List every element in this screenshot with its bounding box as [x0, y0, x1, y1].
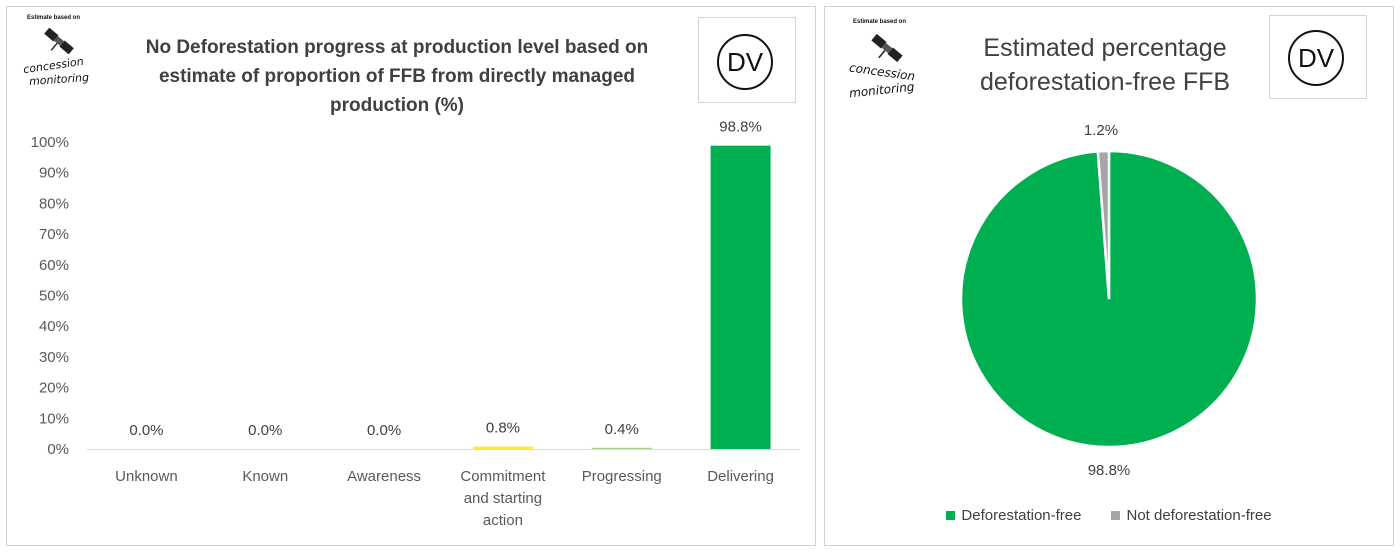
bar-data-label: 0.0%	[248, 422, 282, 439]
satellite-icon	[871, 33, 903, 63]
pie-slice-not-deforestation-free	[1096, 149, 1111, 300]
legend-label: Deforestation-free	[961, 507, 1082, 524]
y-tick-label: 60%	[39, 257, 69, 274]
x-category-label: Unknown	[115, 468, 178, 485]
legend-swatch	[946, 511, 956, 520]
y-tick-label: 10%	[39, 410, 69, 427]
y-tick-label: 0%	[47, 441, 69, 458]
pie-data-label: 1.2%	[1084, 122, 1118, 139]
bar-progressing	[591, 447, 652, 449]
pie-legend: Deforestation-free Not deforestation-fre…	[825, 507, 1393, 524]
y-tick-label: 100%	[31, 134, 69, 151]
pie-data-label: 98.8%	[1088, 462, 1131, 479]
y-tick-label: 20%	[39, 380, 69, 397]
bar-chart-title: No Deforestation progress at production …	[145, 37, 649, 116]
concession-monitoring-logo: Estimate based on concession monitoring	[22, 15, 90, 89]
bar-data-label: 98.8%	[719, 119, 762, 136]
legend-swatch	[1111, 511, 1121, 520]
bar-chart-panel: Estimate based on concession monitoring …	[6, 6, 816, 546]
dv-badge: DV	[717, 34, 773, 90]
y-tick-label: 90%	[39, 165, 69, 182]
bar-commitment-and-starting-action	[472, 446, 533, 449]
x-category-label: Delivering	[707, 468, 774, 485]
concession-monitoring-logo: Estimate based on concession monitoring	[848, 19, 916, 101]
pie-chart-panel: Estimate based on concession monitoring …	[824, 6, 1394, 546]
y-tick-label: 30%	[39, 349, 69, 366]
bar-data-label: 0.0%	[129, 422, 163, 439]
x-category-label: Awareness	[347, 468, 421, 485]
satellite-icon	[44, 27, 74, 55]
bar-data-label: 0.4%	[605, 421, 639, 438]
bar-data-label: 0.0%	[367, 422, 401, 439]
bar-delivering	[710, 145, 771, 449]
pie-chart-title: Estimated percentage deforestation-free …	[979, 34, 1231, 96]
y-tick-label: 80%	[39, 195, 69, 212]
legend-item-deforestation-free: Deforestation-free	[946, 507, 1081, 524]
x-category-label: Progressing	[582, 468, 662, 485]
y-tick-label: 70%	[39, 226, 69, 243]
bar-chart: 0% 10% 20% 30% 40% 50% 60% 70% 80% 90% 100% 0.0% Unk…	[31, 119, 800, 529]
dv-badge-box: DV	[698, 17, 796, 103]
x-category-label: action	[483, 512, 523, 529]
pie-chart: 98.8% 1.2%	[959, 122, 1259, 479]
y-tick-label: 50%	[39, 288, 69, 305]
dv-badge: DV	[1288, 30, 1344, 86]
y-tick-label: 40%	[39, 318, 69, 335]
bar-data-label: 0.8%	[486, 420, 520, 437]
x-category-label: Known	[242, 468, 288, 485]
legend-item-not-deforestation-free: Not deforestation-free	[1111, 507, 1272, 524]
dv-badge-box: DV	[1269, 15, 1367, 99]
x-category-label: Commitment	[460, 468, 546, 485]
x-category-label: and starting	[464, 490, 542, 507]
legend-label: Not deforestation-free	[1126, 507, 1272, 524]
